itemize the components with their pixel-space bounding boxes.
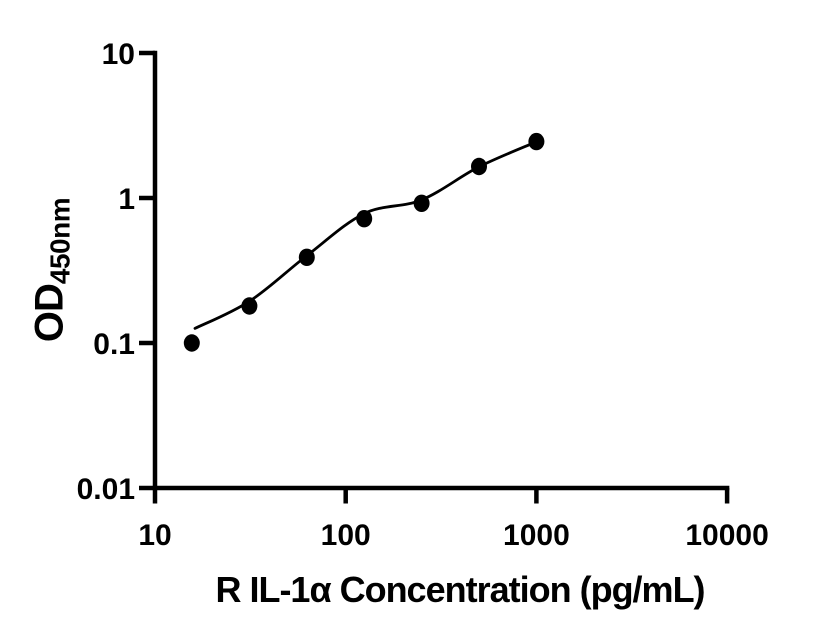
y-axis-title-main: OD [27,284,72,343]
y-axis-tick-label: 1 [118,183,135,216]
x-axis-tick-label: 1000 [503,519,570,552]
y-axis-title-subscript: 450nm [44,197,76,285]
x-axis-title: R IL-1α Concentration (pg/mL) [215,569,705,610]
data-point-marker [356,210,373,228]
y-axis-title: OD450nm [27,197,76,343]
y-axis-tick-label: 0.1 [93,328,135,361]
data-point-marker [528,132,545,151]
data-point-marker [298,248,315,266]
x-axis-tick-label: 100 [321,519,371,552]
y-axis-tick-label: 0.01 [77,473,135,506]
x-axis-tick-label: 10000 [685,519,768,552]
x-axis-tick-label: 10 [138,519,171,552]
axis-frame [152,50,730,491]
data-point-marker [241,297,258,315]
data-point-marker [183,334,200,352]
data-point-marker [413,194,430,212]
data-point-marker [471,157,487,176]
y-axis-tick-label: 10 [102,38,135,71]
